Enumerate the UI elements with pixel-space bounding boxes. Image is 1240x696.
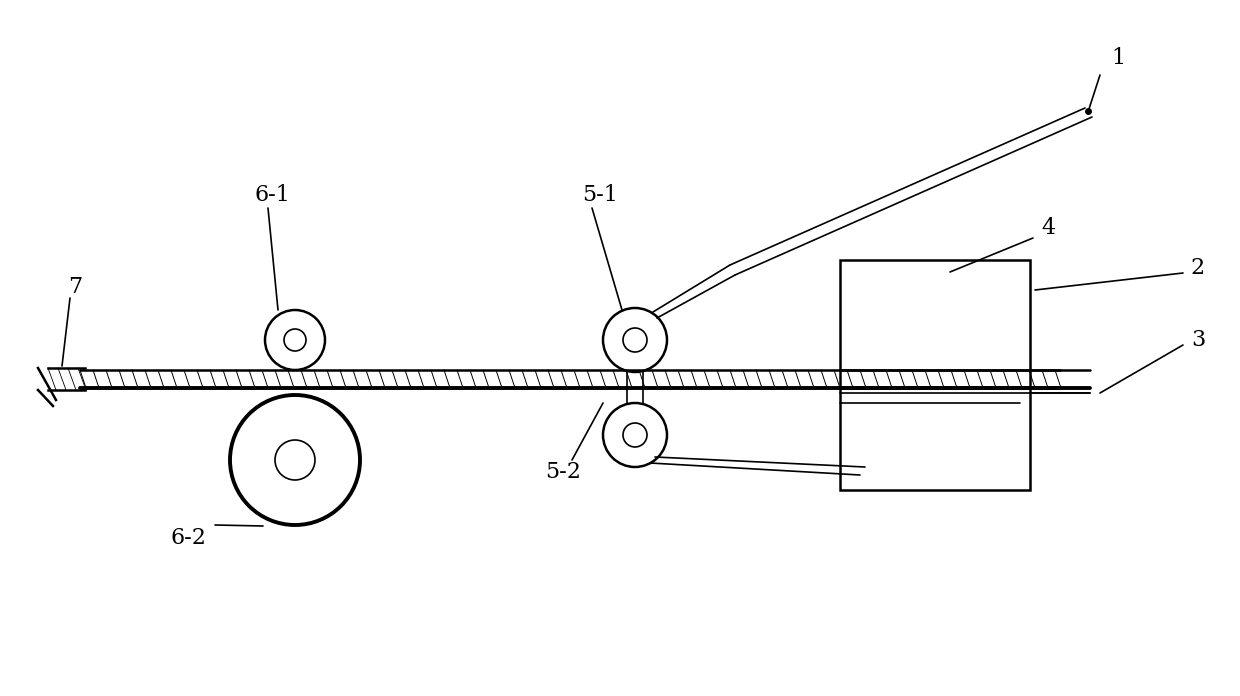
Circle shape	[603, 308, 667, 372]
Circle shape	[622, 423, 647, 447]
Text: 6-2: 6-2	[170, 527, 206, 549]
Circle shape	[265, 310, 325, 370]
Circle shape	[275, 440, 315, 480]
Text: 6-1: 6-1	[254, 184, 290, 206]
Circle shape	[229, 395, 360, 525]
Text: 5-2: 5-2	[546, 461, 580, 483]
Text: 2: 2	[1190, 257, 1205, 279]
Bar	[839, 260, 1030, 490]
Circle shape	[622, 328, 647, 352]
Text: 4: 4	[1040, 217, 1055, 239]
Circle shape	[284, 329, 306, 351]
Text: 5-1: 5-1	[582, 184, 618, 206]
Circle shape	[603, 403, 667, 467]
Text: 3: 3	[1190, 329, 1205, 351]
Text: 7: 7	[68, 276, 82, 298]
Text: 1: 1	[1111, 47, 1125, 69]
